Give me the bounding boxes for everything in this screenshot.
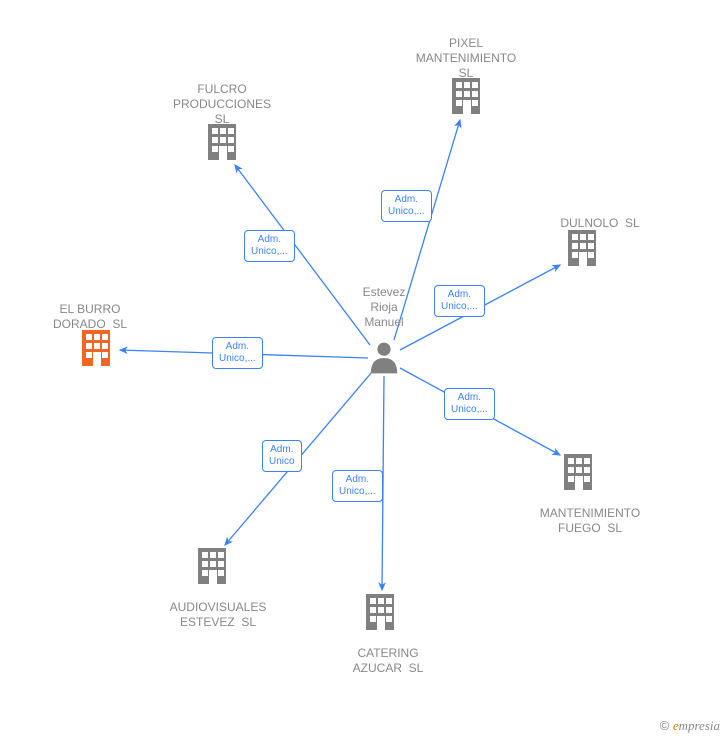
person-icon [371,343,397,374]
center-person-label: Estevez Rioja Manuel [344,285,424,330]
node-label-el-burro-dorado: EL BURRO DORADO SL [20,302,160,332]
node-label-pixel-mantenimiento: PIXEL MANTENIMIENTO SL [396,36,536,81]
edge-label-mantenimiento-fuego: Adm. Unico,... [444,388,495,420]
edge-label-el-burro-dorado: Adm. Unico,... [212,337,263,369]
building-icon-dulnolo [568,230,596,266]
node-label-dulnolo: DULNOLO SL [530,216,670,231]
edge-label-audiovisuales-estevez: Adm. Unico [262,440,302,472]
node-label-audiovisuales-estevez: AUDIOVISUALES ESTEVEZ SL [148,600,288,630]
building-icon-pixel-mantenimiento [452,78,480,114]
building-icon-el-burro-dorado [82,330,110,366]
building-icon-catering-azucar [366,594,394,630]
network-canvas [0,0,728,740]
brand-rest: mpresia [679,718,720,733]
copyright-symbol: © [660,718,670,733]
node-label-mantenimiento-fuego: MANTENIMIENTO FUEGO SL [520,506,660,536]
edge-label-catering-azucar: Adm. Unico,... [332,470,383,502]
building-icon-mantenimiento-fuego [564,454,592,490]
node-label-fulcro-producciones: FULCRO PRODUCCIONES SL [152,82,292,127]
copyright-footer: © empresia [660,718,720,734]
edge-label-fulcro-producciones: Adm. Unico,... [244,230,295,262]
building-icon-fulcro-producciones [208,124,236,160]
edge-label-dulnolo: Adm. Unico,... [434,285,485,317]
building-icon-audiovisuales-estevez [198,548,226,584]
node-label-catering-azucar: CATERING AZUCAR SL [318,646,458,676]
edge-label-pixel-mantenimiento: Adm. Unico,... [381,190,432,222]
